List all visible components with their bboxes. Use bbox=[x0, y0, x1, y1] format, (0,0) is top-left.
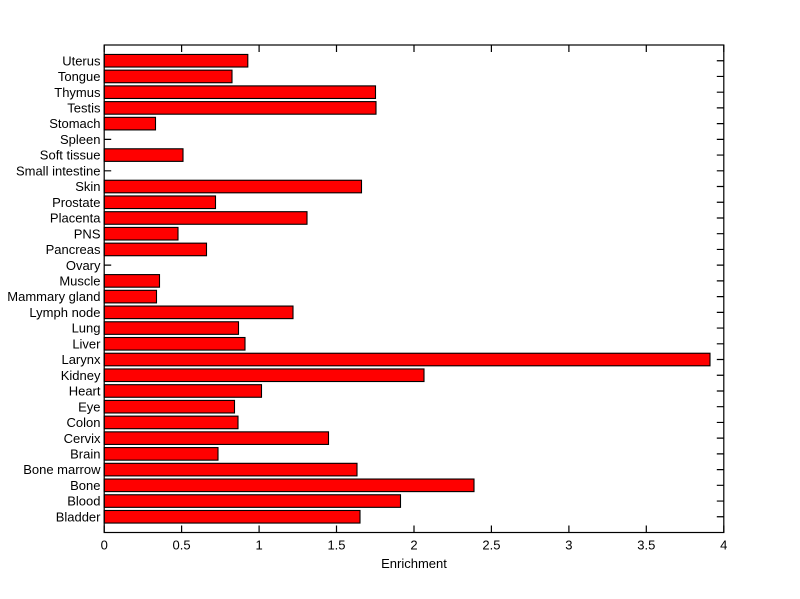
svg-text:3.5: 3.5 bbox=[637, 538, 655, 553]
svg-text:Brain: Brain bbox=[70, 446, 100, 461]
svg-text:Thymus: Thymus bbox=[54, 85, 101, 100]
svg-text:Blood: Blood bbox=[67, 494, 100, 509]
svg-text:Larynx: Larynx bbox=[61, 352, 101, 367]
svg-text:1.5: 1.5 bbox=[327, 538, 345, 553]
svg-text:0: 0 bbox=[101, 538, 108, 553]
svg-text:Mammary gland: Mammary gland bbox=[7, 289, 100, 304]
svg-text:Pancreas: Pancreas bbox=[46, 242, 101, 257]
svg-text:Prostate: Prostate bbox=[52, 195, 100, 210]
svg-text:Tongue: Tongue bbox=[58, 69, 101, 84]
svg-text:2.5: 2.5 bbox=[482, 538, 500, 553]
svg-text:Lymph node: Lymph node bbox=[29, 305, 100, 320]
svg-text:Eye: Eye bbox=[78, 399, 100, 414]
svg-text:Testis: Testis bbox=[67, 101, 101, 116]
svg-text:Placenta: Placenta bbox=[50, 211, 101, 226]
svg-text:2: 2 bbox=[410, 538, 417, 553]
svg-text:Small intestine: Small intestine bbox=[16, 163, 101, 178]
svg-text:Stomach: Stomach bbox=[49, 116, 100, 131]
svg-text:Skin: Skin bbox=[75, 179, 100, 194]
svg-text:Bladder: Bladder bbox=[56, 509, 101, 524]
svg-text:Bone: Bone bbox=[70, 478, 100, 493]
svg-text:0.5: 0.5 bbox=[173, 538, 191, 553]
svg-text:Kidney: Kidney bbox=[61, 368, 101, 383]
svg-text:Cervix: Cervix bbox=[64, 431, 101, 446]
svg-text:Lung: Lung bbox=[72, 321, 101, 336]
svg-text:4: 4 bbox=[720, 538, 727, 553]
svg-text:Colon: Colon bbox=[67, 415, 101, 430]
svg-text:Soft tissue: Soft tissue bbox=[40, 148, 101, 163]
svg-text:PNS: PNS bbox=[74, 226, 101, 241]
svg-text:1: 1 bbox=[255, 538, 262, 553]
svg-text:Muscle: Muscle bbox=[59, 273, 100, 288]
svg-text:Spleen: Spleen bbox=[60, 132, 100, 147]
svg-text:Ovary: Ovary bbox=[66, 258, 101, 273]
svg-text:Liver: Liver bbox=[72, 336, 101, 351]
svg-text:Heart: Heart bbox=[69, 384, 101, 399]
svg-text:3: 3 bbox=[565, 538, 572, 553]
svg-text:Enrichment: Enrichment bbox=[381, 556, 447, 571]
svg-text:Uterus: Uterus bbox=[62, 53, 101, 68]
svg-text:Bone marrow: Bone marrow bbox=[23, 462, 101, 477]
